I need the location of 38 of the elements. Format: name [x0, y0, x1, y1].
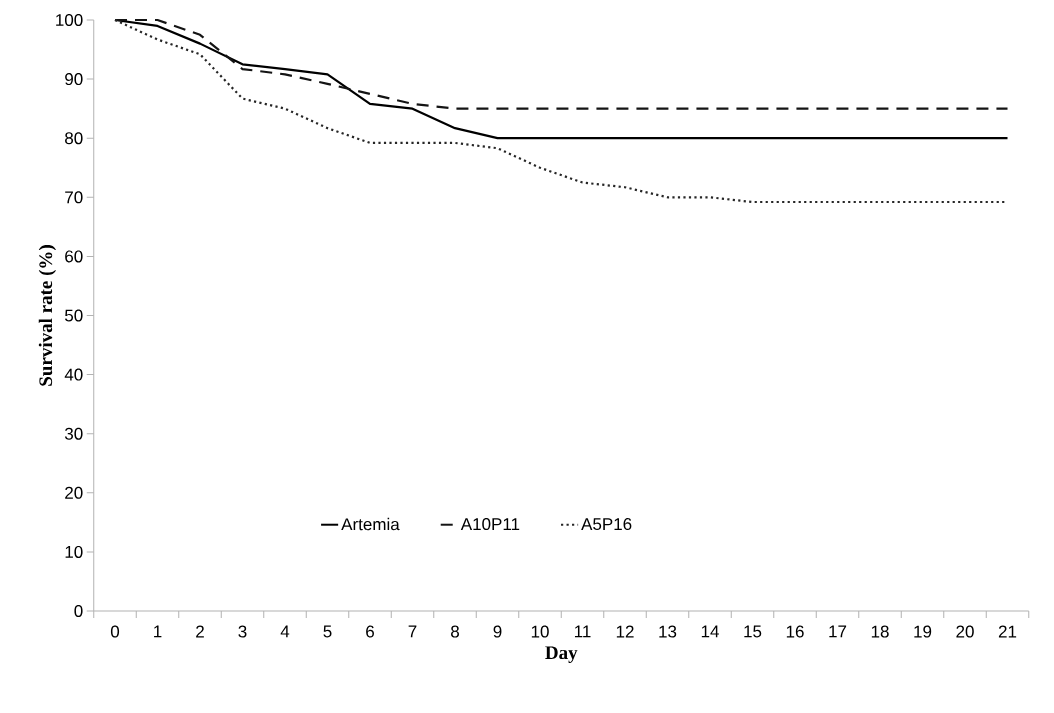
x-tick-label: 12 [616, 625, 634, 638]
legend-label: A10P11 [460, 518, 520, 531]
y-tick-label: 90 [65, 73, 83, 86]
x-tick-label: 5 [323, 625, 332, 638]
legend-label: Artemia [341, 517, 400, 531]
y-tick-label: 50 [64, 309, 83, 322]
y-tick-label: 70 [65, 191, 83, 204]
y-tick-label: 40 [64, 368, 83, 381]
x-tick-label: 18 [871, 625, 889, 638]
x-tick-label: 13 [659, 625, 677, 638]
y-tick-label: 60 [65, 250, 83, 263]
x-tick-label: 7 [408, 625, 417, 638]
x-tick-label: 6 [366, 625, 374, 638]
x-tick-label: 20 [956, 625, 974, 638]
x-axis-title: Day [545, 646, 578, 663]
x-tick-label: 15 [744, 625, 762, 638]
legend-label: A5P16 [581, 518, 632, 531]
x-tick-label: 9 [493, 625, 502, 638]
y-tick-label: 10 [65, 545, 83, 558]
x-tick-label: 3 [238, 625, 247, 638]
x-tick-label: 2 [196, 625, 204, 638]
x-tick-label: 19 [914, 625, 932, 638]
y-tick-label: 80 [65, 132, 83, 145]
x-tick-label: 8 [451, 625, 459, 638]
x-tick-label: 10 [531, 625, 549, 638]
x-tick-label: 4 [280, 625, 290, 638]
y-tick-label: 0 [74, 604, 83, 618]
x-tick-label: 21 [998, 625, 1017, 638]
x-tick-label: 11 [574, 625, 591, 638]
x-tick-label: 0 [110, 625, 120, 638]
x-tick-label: 16 [786, 625, 804, 638]
y-tick-label: 100 [56, 13, 83, 27]
x-tick-label: 1 [154, 625, 162, 638]
y-tick-label: 20 [65, 486, 83, 499]
y-axis-title: Survival rate (%) [38, 245, 56, 386]
x-tick-label: 17 [829, 625, 847, 638]
x-tick-label: 14 [701, 625, 719, 638]
y-tick-label: 30 [64, 427, 83, 440]
